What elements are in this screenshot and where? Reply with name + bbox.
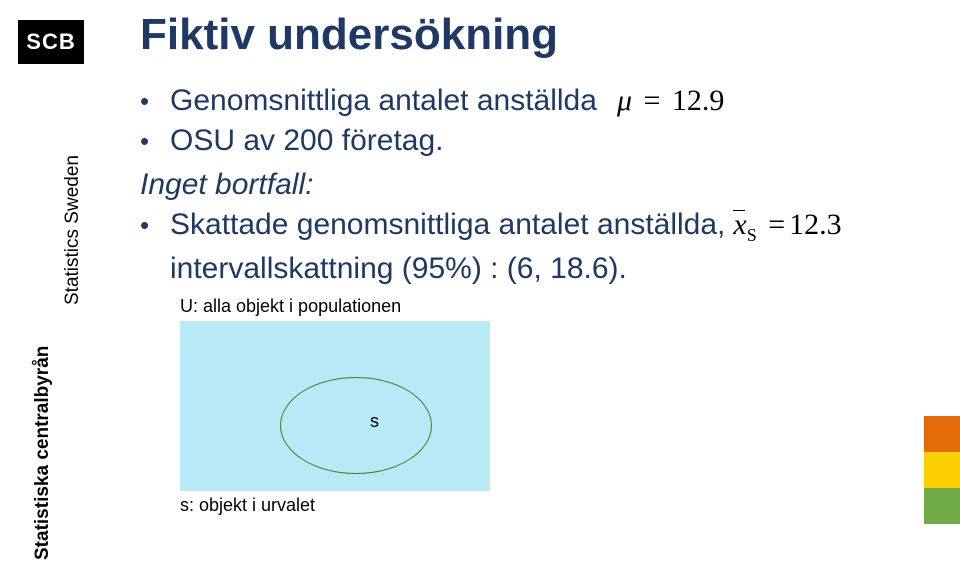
slide: SCB Statistics Sweden Statistiska centra… (0, 0, 960, 569)
sample-ellipse (280, 377, 432, 474)
mu-expression: μ = 12.9 (617, 84, 724, 118)
mu-symbol: μ (617, 84, 632, 117)
mu-value: 12.9 (672, 84, 725, 117)
mu-eq: = (644, 84, 661, 117)
diagram-footer: s: objekt i urvalet (180, 495, 930, 516)
swatch-yellow (924, 452, 960, 488)
bullet-3: • Skattade genomsnittliga antalet anstäl… (140, 208, 930, 246)
interval-row: intervallskattning (95%) : (6, 18.6). (170, 252, 930, 286)
subhead: Inget bortfall: (140, 168, 930, 202)
population-diagram: U: alla objekt i populationen s s: objek… (180, 296, 930, 516)
sample-label: s (370, 411, 379, 432)
bullet-1-text: Genomsnittliga antalet anställda (170, 84, 597, 118)
bullet-1: • Genomsnittliga antalet anställda μ = 1… (140, 84, 930, 118)
xbar-symbol: x (733, 208, 746, 242)
xbar-expression: xS =12.3 (733, 208, 841, 246)
swatch-green (924, 488, 960, 524)
brand-text-sv: Statistiska centralbyrån (32, 346, 54, 560)
bullet-dot-icon: • (140, 212, 170, 238)
xbar-value: 12.3 (789, 208, 842, 241)
brand-text-en: Statistics Sweden (62, 155, 84, 305)
bullet-2: • OSU av 200 företag. (140, 124, 930, 158)
page-title: Fiktiv undersökning (140, 10, 930, 60)
xbar-eq: = (768, 208, 785, 241)
bullet-dot-icon: • (140, 128, 170, 154)
swatch-orange (924, 416, 960, 452)
xbar-subscript: S (747, 225, 757, 245)
scb-logo: SCB (18, 20, 84, 64)
bullet-3-text: Skattade genomsnittliga antalet anställd… (170, 208, 725, 242)
brand-bar: SCB Statistics Sweden Statistiska centra… (0, 0, 105, 569)
diagram-caption: U: alla objekt i populationen (180, 296, 930, 317)
scb-logo-text: SCB (26, 29, 75, 55)
bullet-2-text: OSU av 200 företag. (170, 124, 444, 158)
bullet-dot-icon: • (140, 88, 170, 114)
population-box: s (180, 321, 490, 491)
content-area: Fiktiv undersökning • Genomsnittliga ant… (140, 10, 930, 516)
interval-text: intervallskattning (95%) : (6, 18.6). (170, 252, 627, 286)
